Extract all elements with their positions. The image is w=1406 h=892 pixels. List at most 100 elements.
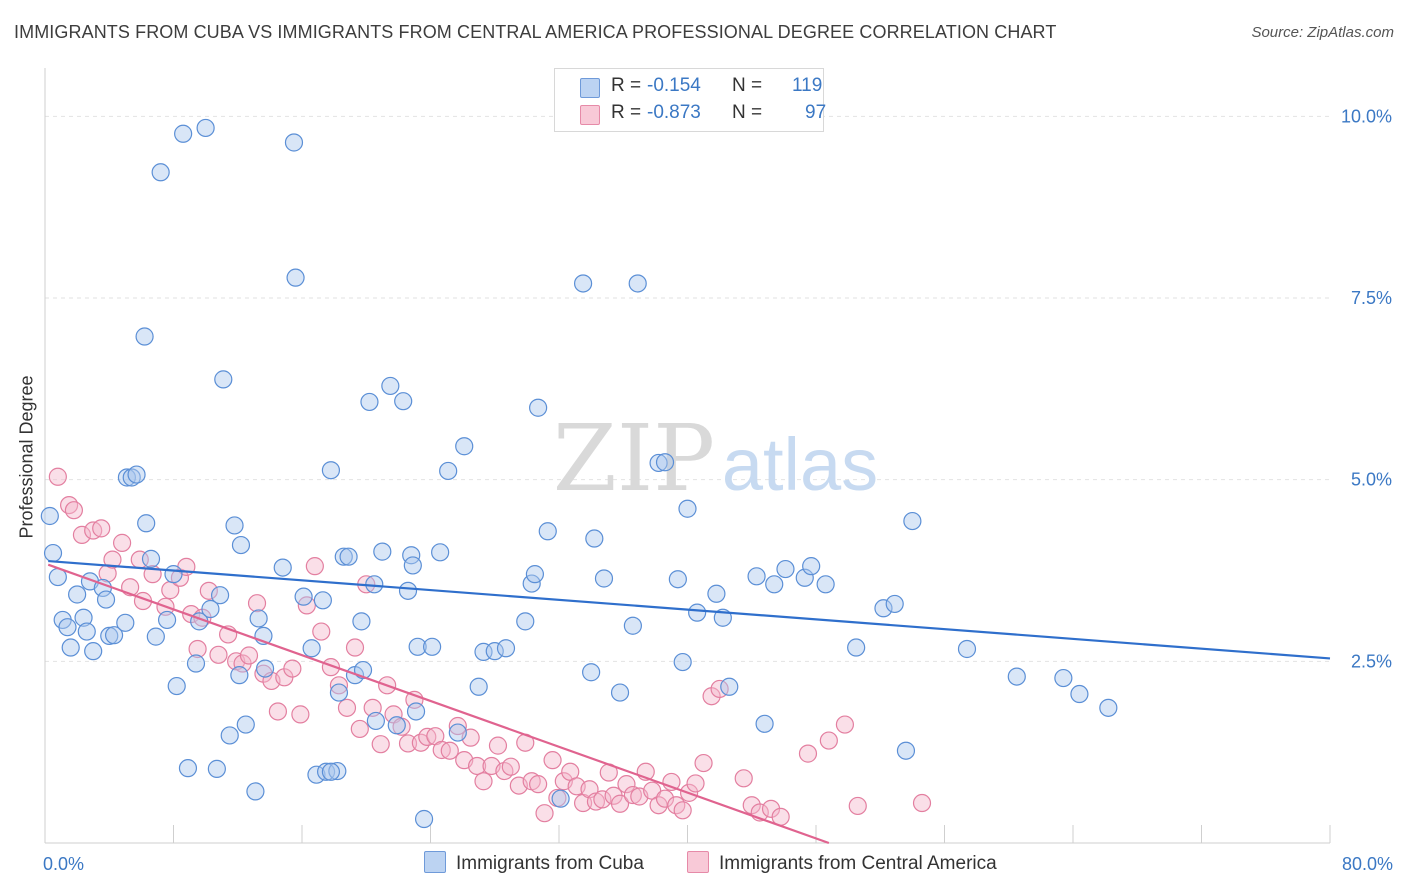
cuba-point: [100, 626, 119, 646]
cuba-point: [551, 789, 570, 808]
cuba-point: [127, 465, 146, 484]
chart-title: IMMIGRANTS FROM CUBA VS IMMIGRANTS FROM …: [14, 22, 1057, 42]
cuba-point: [755, 714, 774, 733]
cuba-point: [246, 782, 265, 801]
cuba-point: [707, 584, 726, 603]
central-america-point: [798, 744, 818, 763]
x-tick-label: 80.0%: [1342, 854, 1393, 874]
cuba-point: [525, 565, 545, 584]
cuba-point: [210, 586, 230, 605]
cuba-point: [610, 683, 630, 702]
cuba-point: [174, 124, 193, 143]
central-america-point: [209, 645, 228, 664]
central-america-point: [72, 525, 92, 544]
central-america-point: [188, 639, 207, 659]
cuba-point: [40, 506, 59, 526]
watermark-atlas: atlas: [722, 423, 878, 506]
cuba-point: [58, 618, 77, 637]
cuba-point: [594, 569, 614, 588]
central-america-point: [543, 751, 562, 770]
y-tick-label: 10.0%: [1341, 106, 1392, 126]
legend-n-value: 97: [805, 102, 827, 123]
watermark: ZIP atlas: [553, 405, 878, 512]
cuba-point: [896, 741, 916, 760]
cuba-point: [448, 723, 467, 742]
cuba-point: [765, 575, 784, 594]
cuba-point: [214, 370, 233, 389]
cuba-point: [84, 642, 103, 661]
cuba-point: [137, 514, 156, 533]
central-america-point: [350, 719, 369, 739]
central-america-point: [329, 676, 349, 695]
central-america-point: [337, 698, 357, 717]
cuba-point: [321, 762, 341, 781]
cuba-point: [167, 676, 186, 696]
central-america-point: [655, 789, 675, 808]
cuba-point: [431, 543, 450, 562]
cuba-point: [373, 542, 392, 561]
central-america-point: [623, 785, 642, 805]
cuba-point: [294, 587, 313, 606]
cuba-point: [220, 726, 239, 745]
central-america-point: [92, 519, 111, 538]
cuba-point: [496, 639, 516, 658]
cuba-point: [225, 516, 244, 535]
cuba-point: [135, 327, 154, 346]
central-america-point: [291, 705, 310, 724]
cuba-point: [231, 535, 251, 555]
bottom-legend-label-cuba: Immigrants from Cuba: [456, 853, 644, 874]
cuba-point: [328, 761, 347, 781]
cuba-point: [469, 677, 488, 696]
cuba-point: [485, 642, 504, 661]
cuba-point: [398, 581, 418, 600]
cuba-point: [802, 557, 821, 576]
watermark-zip: ZIP: [553, 405, 715, 512]
cuba-point: [196, 118, 215, 138]
cuba-point: [302, 639, 321, 658]
cuba-point: [455, 437, 474, 456]
central-america-point: [305, 557, 324, 576]
tick-labels: 2.5% 5.0% 7.5% 10.0% 0.0% 80.0%: [43, 106, 1393, 874]
central-america-point: [912, 793, 932, 813]
correlation-legend: R = -0.154 N = 119 R = -0.873 N = 97: [554, 68, 827, 132]
legend-n-label: N =: [732, 75, 763, 96]
y-tick-label: 2.5%: [1351, 651, 1392, 671]
cuba-point: [381, 376, 400, 396]
cuba-point: [207, 759, 226, 778]
cuba-point: [284, 133, 304, 152]
cuba-point: [96, 590, 116, 609]
central-america-point: [312, 622, 331, 641]
cuba-point: [230, 666, 249, 685]
cuba-point: [249, 609, 268, 628]
cuba-point: [1007, 667, 1026, 686]
central-america-point: [247, 594, 267, 613]
cuba-point: [74, 608, 93, 627]
cuba-point: [628, 274, 647, 293]
cuba-point: [186, 654, 206, 673]
cuba-point: [720, 677, 739, 696]
legend-swatch-central-america: [580, 105, 600, 125]
cuba-point: [847, 638, 866, 657]
cuba-point: [366, 711, 385, 731]
central-america-point: [819, 731, 838, 750]
cuba-point: [573, 274, 593, 293]
x-tick-label: 0.0%: [43, 854, 84, 874]
legend-swatch-cuba: [580, 78, 600, 98]
cuba-point: [255, 659, 275, 678]
cuba-point: [334, 547, 353, 566]
axis-layer: [44, 68, 1331, 844]
cuba-points: [40, 118, 1118, 829]
central-america-point: [686, 774, 705, 793]
cuba-point: [329, 683, 349, 702]
cuba-point: [406, 702, 426, 721]
cuba-point: [178, 759, 198, 778]
cuba-point: [201, 599, 220, 619]
cuba-point: [77, 622, 96, 641]
legend-r-label: R =: [611, 75, 642, 96]
central-america-point: [488, 736, 508, 755]
cuba-point: [668, 570, 687, 589]
bottom-legend-cuba: Immigrants from Cuba: [424, 851, 644, 875]
central-america-point: [535, 804, 554, 823]
central-america-point: [649, 796, 668, 815]
